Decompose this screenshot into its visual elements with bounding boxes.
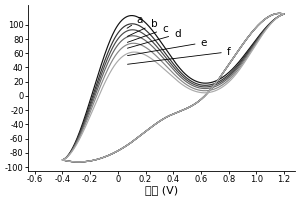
Text: f: f [128, 47, 230, 64]
X-axis label: 电压 (V): 电压 (V) [145, 185, 178, 195]
Text: a: a [127, 15, 143, 28]
Text: d: d [128, 29, 181, 48]
Text: c: c [128, 24, 168, 42]
Text: e: e [128, 38, 207, 56]
Text: b: b [127, 19, 157, 36]
